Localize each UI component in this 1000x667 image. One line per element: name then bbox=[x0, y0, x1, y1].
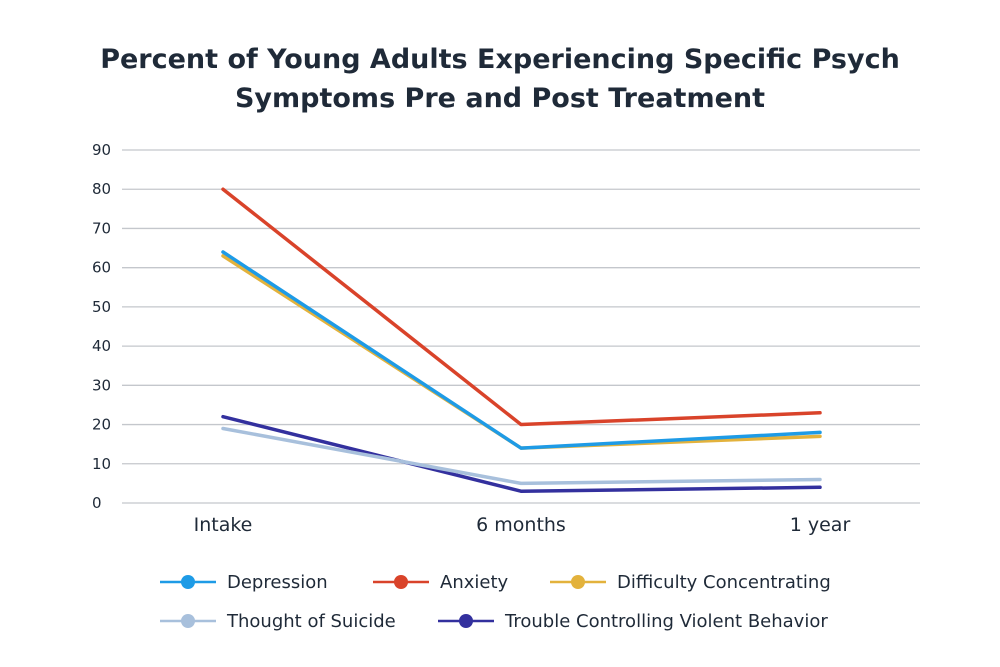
data-point-thought-of-suicide-6-months bbox=[519, 481, 523, 485]
y-tick-label-80: 80 bbox=[92, 180, 111, 198]
chart-title-line-1: Percent of Young Adults Experiencing Spe… bbox=[100, 44, 900, 75]
series-line-depression bbox=[221, 250, 822, 450]
chart-title: Percent of Young Adults Experiencing Spe… bbox=[0, 40, 1000, 118]
y-tick-label-60: 60 bbox=[92, 259, 111, 277]
y-tick-label-30: 30 bbox=[92, 376, 111, 394]
legend-marker-thought-of-suicide bbox=[181, 614, 195, 628]
data-point-depression-intake bbox=[221, 250, 225, 254]
data-point-depression-1-year bbox=[818, 430, 822, 434]
legend-label-trouble-controlling-violent-behavior: Trouble Controlling Violent Behavior bbox=[504, 611, 828, 632]
y-tick-label-50: 50 bbox=[92, 298, 111, 316]
data-point-thought-of-suicide-1-year bbox=[818, 477, 822, 481]
legend-marker-trouble-controlling-violent-behavior bbox=[459, 614, 473, 628]
data-point-difficulty-concentrating-1-year bbox=[818, 434, 822, 438]
legend-marker-anxiety bbox=[394, 575, 408, 589]
data-point-trouble-controlling-violent-behavior-1-year bbox=[818, 485, 822, 489]
y-tick-label-40: 40 bbox=[92, 337, 111, 355]
data-point-trouble-controlling-violent-behavior-intake bbox=[221, 415, 225, 419]
data-point-anxiety-6-months bbox=[519, 423, 523, 427]
legend-marker-depression bbox=[181, 575, 195, 589]
y-tick-label-70: 70 bbox=[92, 219, 111, 237]
data-point-thought-of-suicide-intake bbox=[221, 426, 225, 430]
data-point-anxiety-intake bbox=[221, 187, 225, 191]
y-tick-label-0: 0 bbox=[92, 494, 102, 512]
y-tick-label-90: 90 bbox=[92, 141, 111, 159]
data-point-trouble-controlling-violent-behavior-6-months bbox=[519, 489, 523, 493]
y-tick-label-20: 20 bbox=[92, 416, 111, 434]
legend-label-anxiety: Anxiety bbox=[440, 572, 509, 593]
series-line-difficulty-concentrating bbox=[221, 254, 822, 450]
x-tick-label-6-months: 6 months bbox=[476, 514, 566, 536]
data-point-anxiety-1-year bbox=[818, 411, 822, 415]
x-tick-label-1-year: 1 year bbox=[790, 514, 851, 536]
data-point-depression-6-months bbox=[519, 446, 523, 450]
y-tick-label-10: 10 bbox=[92, 455, 111, 473]
chart-title-line-2: Symptoms Pre and Post Treatment bbox=[234, 83, 766, 114]
data-point-difficulty-concentrating-intake bbox=[221, 254, 225, 258]
legend-label-depression: Depression bbox=[227, 572, 328, 593]
legend-marker-difficulty-concentrating bbox=[571, 575, 585, 589]
legend-label-difficulty-concentrating: Difficulty Concentrating bbox=[617, 572, 831, 593]
legend-label-thought-of-suicide: Thought of Suicide bbox=[226, 611, 396, 632]
x-tick-label-intake: Intake bbox=[194, 514, 253, 536]
